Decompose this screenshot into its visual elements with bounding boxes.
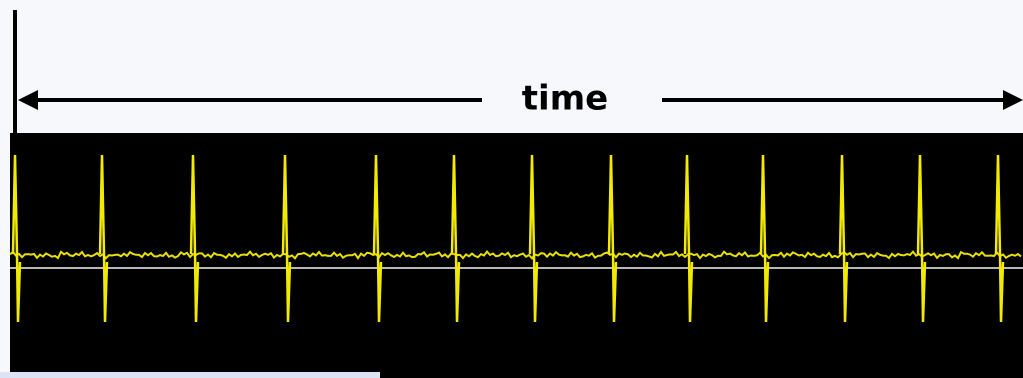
oscilloscope-diagram: time [0, 0, 1023, 378]
screen-edge [0, 372, 380, 378]
page: time (() => { const data = JSON.parse(do… [0, 0, 1023, 378]
time-label: time [522, 79, 608, 119]
